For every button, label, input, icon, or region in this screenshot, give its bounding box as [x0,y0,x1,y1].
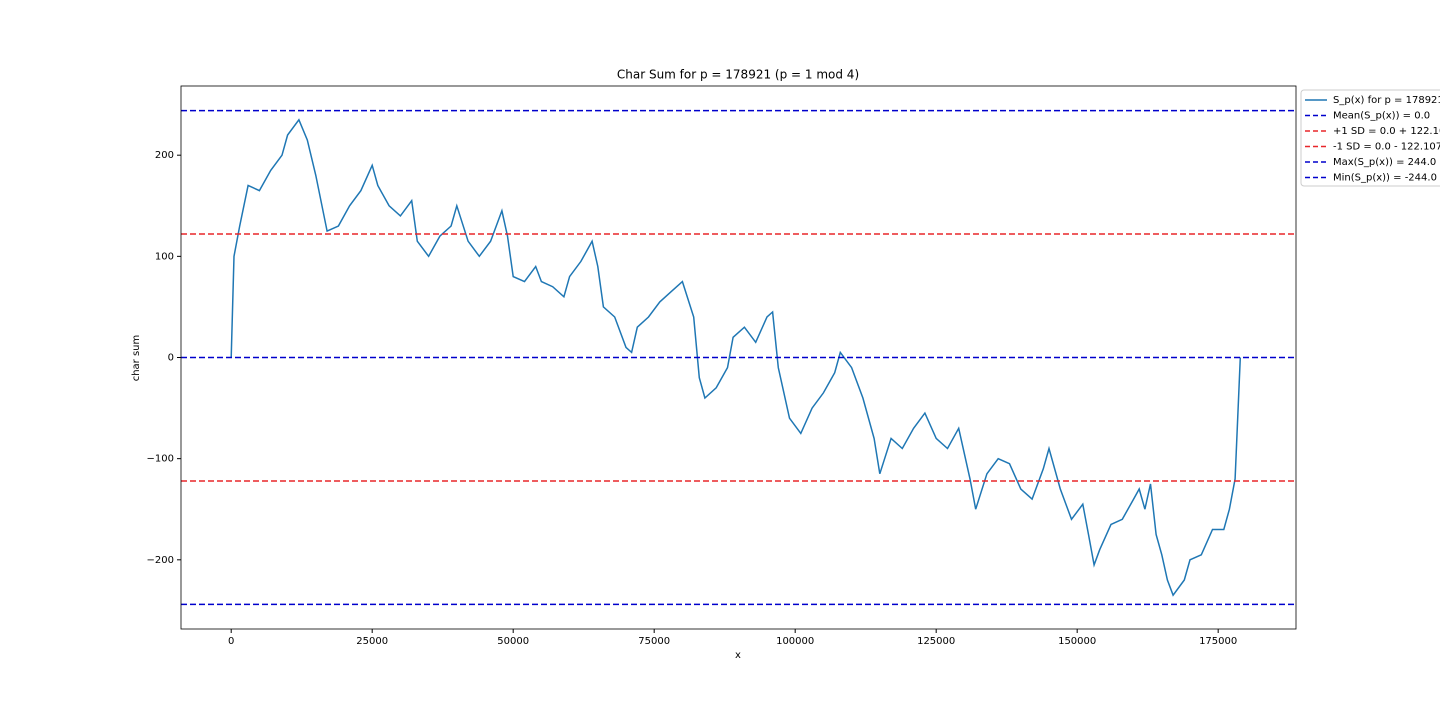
x-tick-label: 50000 [497,636,529,647]
legend-label: S_p(x) for p = 178921 [1333,95,1440,106]
x-tick-label: 175000 [1199,636,1237,647]
x-tick-label: 0 [228,636,234,647]
legend-label: Min(S_p(x)) = -244.0 [1333,173,1437,184]
plot-frame [180,85,1297,630]
chart-title: Char Sum for p = 178921 (p = 1 mod 4) [617,68,859,82]
y-tick-label: −200 [147,555,174,566]
legend-box [1300,89,1440,187]
x-tick-label: 75000 [638,636,670,647]
legend-label: Mean(S_p(x)) = 0.0 [1333,111,1430,122]
legend-label: -1 SD = 0.0 - 122.107 [1333,142,1440,153]
y-tick-label: 100 [155,251,174,262]
legend-label: +1 SD = 0.0 + 122.107 [1333,126,1440,137]
x-tick-label: 25000 [356,636,388,647]
y-tick-label: −100 [147,454,174,465]
x-axis-label: x [735,650,741,661]
legend-label: Max(S_p(x)) = 244.0 [1333,157,1436,168]
x-tick-label: 125000 [917,636,955,647]
data-line [230,118,1242,597]
y-tick-label: 0 [168,353,174,364]
y-axis-label: char sum [131,335,142,382]
x-tick-label: 150000 [1058,636,1096,647]
y-tick-label: 200 [155,150,174,161]
x-tick-label: 100000 [776,636,814,647]
